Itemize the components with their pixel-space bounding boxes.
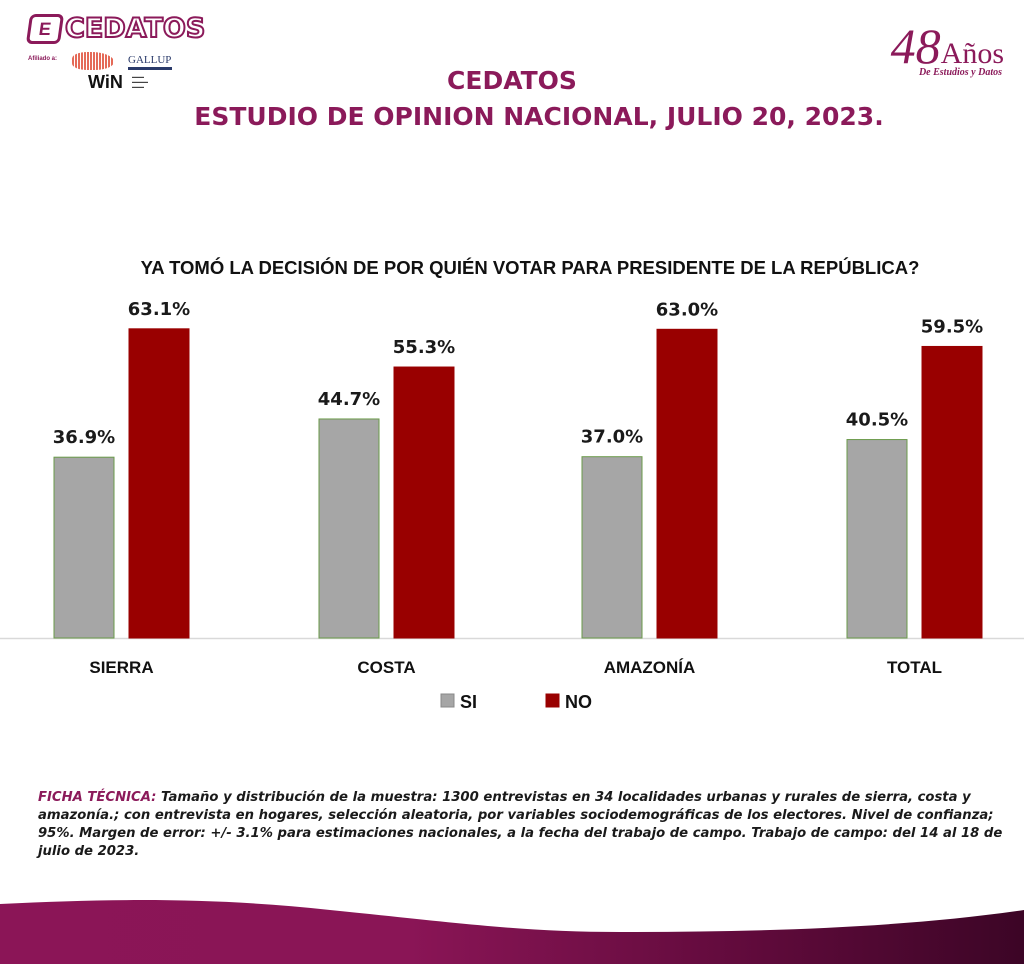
- win-subtext-decoration: ▬▬▬ ▬▬▬▬ ▬▬▬: [132, 74, 148, 89]
- data-label: 63.1%: [128, 299, 190, 320]
- data-label: 44.7%: [318, 389, 380, 410]
- bar-si-0: [53, 456, 115, 639]
- technical-sheet: FICHA TÉCNICA: Tamaño y distribución de …: [38, 789, 1018, 861]
- data-label: 36.9%: [53, 427, 115, 448]
- cedatos-emblem-icon: E: [25, 14, 65, 44]
- gallup-logo: GALLUP: [128, 54, 172, 66]
- anniversary-badge: 48Años De Estudios y Datos: [891, 21, 1004, 78]
- cedatos-logo: E CEDATOS Afiliado a: GALLUP WiN ▬▬▬ ▬▬▬▬…: [25, 13, 208, 94]
- bar-si-3: [846, 439, 908, 639]
- win-logo: WiN: [88, 72, 123, 92]
- data-label: 37.0%: [581, 427, 643, 448]
- logo-text: CEDATOS: [64, 13, 206, 45]
- technical-sheet-label: FICHA TÉCNICA:: [38, 790, 157, 805]
- bar-chart: 36.9% 63.1% SIERRA 44.7% 55.3% COSTA 37.0% 63.0…: [0, 299, 1024, 712]
- anniversary-subtitle: De Estudios y Datos: [918, 67, 1002, 78]
- legend-swatch-si: [440, 693, 455, 708]
- page-subtitle: ESTUDIO DE OPINION NACIONAL, JULIO 20, 2…: [194, 102, 884, 131]
- bar-no-2: [656, 328, 718, 639]
- chart-title: YA TOMÓ LA DECISIÓN DE POR QUIÉN VOTAR P…: [140, 257, 920, 278]
- category-label: COSTA: [357, 658, 415, 677]
- data-label: 63.0%: [656, 299, 718, 320]
- data-label: 59.5%: [921, 316, 983, 337]
- world-map-icon: [72, 52, 114, 70]
- anniversary-number: 48: [890, 18, 941, 74]
- category-label: SIERRA: [89, 658, 153, 677]
- legend-swatch-no: [545, 693, 560, 708]
- technical-sheet-text: Tamaño y distribución de la muestra: 130…: [38, 790, 1003, 859]
- bar-no-0: [128, 328, 190, 639]
- legend-label-si: SI: [460, 692, 477, 712]
- bar-si-1: [318, 418, 380, 639]
- bar-no-1: [393, 366, 455, 639]
- data-label: 55.3%: [393, 337, 455, 358]
- data-label: 40.5%: [846, 410, 908, 431]
- gallup-bar: [128, 67, 172, 70]
- bar-si-2: [581, 456, 643, 639]
- footer-wave-decoration: [0, 900, 1024, 964]
- page-title: CEDATOS: [447, 66, 577, 95]
- category-label: AMAZONÍA: [604, 658, 696, 677]
- bar-no-3: [921, 345, 983, 639]
- category-label: TOTAL: [887, 658, 942, 677]
- affiliate-label: Afiliado a:: [28, 56, 58, 62]
- legend-label-no: NO: [565, 692, 592, 712]
- anniversary-word: Años: [940, 37, 1004, 70]
